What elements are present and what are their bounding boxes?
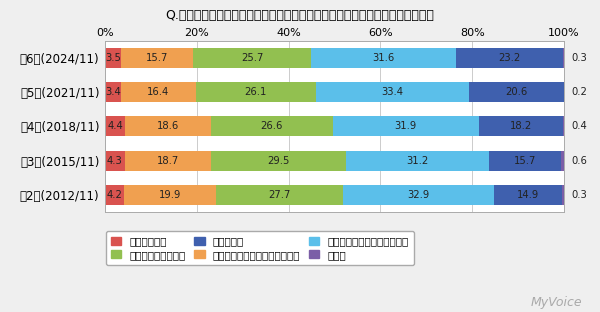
Text: 31.9: 31.9	[395, 121, 417, 131]
Text: 0.3: 0.3	[571, 190, 587, 200]
Text: 4.4: 4.4	[107, 121, 123, 131]
Text: MyVoice: MyVoice	[530, 296, 582, 309]
Text: 23.2: 23.2	[498, 53, 521, 63]
Bar	[563, 116, 565, 136]
Text: 4.2: 4.2	[107, 190, 122, 200]
Bar	[125, 116, 211, 136]
Bar	[489, 151, 561, 171]
Bar	[105, 151, 125, 171]
Bar	[121, 82, 196, 102]
Text: 3.4: 3.4	[105, 87, 121, 97]
Text: 0.3: 0.3	[571, 53, 587, 63]
Text: 20.6: 20.6	[505, 87, 527, 97]
Bar	[215, 185, 343, 205]
Text: 3.5: 3.5	[105, 53, 121, 63]
Text: 31.6: 31.6	[373, 53, 395, 63]
Text: Q.余暇の過ごし方を次のようなタイプに分けると、どのタイプに近いですか？: Q.余暇の過ごし方を次のようなタイプに分けると、どのタイプに近いですか？	[166, 9, 434, 22]
Bar	[563, 82, 565, 102]
Bar	[105, 116, 125, 136]
Text: 26.1: 26.1	[245, 87, 267, 97]
Bar	[469, 82, 563, 102]
Text: 0.2: 0.2	[571, 87, 587, 97]
Bar	[311, 48, 456, 68]
Text: 4.3: 4.3	[107, 156, 123, 166]
Bar	[125, 151, 211, 171]
Text: 15.7: 15.7	[514, 156, 536, 166]
Text: 19.9: 19.9	[159, 190, 181, 200]
Bar	[456, 48, 563, 68]
Text: 25.7: 25.7	[241, 53, 263, 63]
Bar	[562, 185, 563, 205]
Bar	[121, 48, 193, 68]
Bar	[124, 185, 215, 205]
Bar	[316, 82, 469, 102]
Bar	[494, 185, 562, 205]
Bar	[479, 116, 563, 136]
Bar	[563, 48, 564, 68]
Bar	[105, 48, 121, 68]
Text: 27.7: 27.7	[268, 190, 290, 200]
Text: 15.7: 15.7	[146, 53, 168, 63]
Bar	[105, 82, 121, 102]
Text: 29.5: 29.5	[267, 156, 289, 166]
Bar	[211, 151, 346, 171]
Text: 16.4: 16.4	[147, 87, 169, 97]
Bar	[561, 151, 564, 171]
Bar	[196, 82, 316, 102]
Text: 14.9: 14.9	[517, 190, 539, 200]
Bar	[332, 116, 479, 136]
Text: 31.2: 31.2	[406, 156, 429, 166]
Bar	[105, 185, 124, 205]
Bar	[346, 151, 489, 171]
Legend: アクティブ派, どちらともいえない, ゆったり派, どちらかといえばアクティブ派, どちらかといえばゆったり派, 無回答: アクティブ派, どちらともいえない, ゆったり派, どちらかといえばアクティブ派…	[106, 231, 414, 265]
Text: 26.6: 26.6	[260, 121, 283, 131]
Text: 18.6: 18.6	[157, 121, 179, 131]
Text: 18.2: 18.2	[510, 121, 532, 131]
Bar	[193, 48, 311, 68]
Text: 32.9: 32.9	[407, 190, 430, 200]
Text: 0.6: 0.6	[571, 156, 587, 166]
Text: 33.4: 33.4	[382, 87, 403, 97]
Bar	[211, 116, 332, 136]
Text: 0.4: 0.4	[571, 121, 587, 131]
Text: 18.7: 18.7	[157, 156, 179, 166]
Bar	[343, 185, 494, 205]
